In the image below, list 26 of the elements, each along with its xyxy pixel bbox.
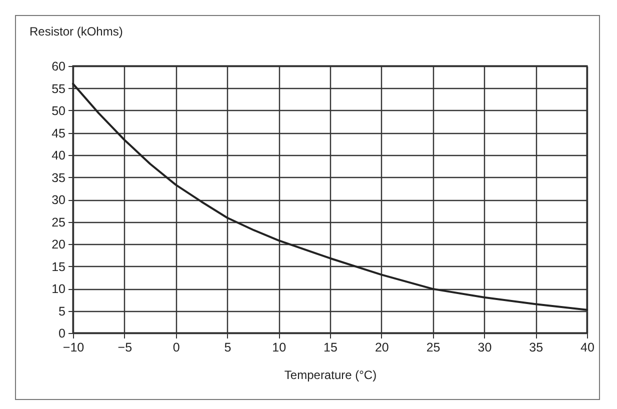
y-tick-label: 45 (52, 126, 66, 140)
y-tick-label: 5 (58, 304, 66, 318)
y-tick-label: 0 (58, 326, 66, 340)
x-tick-label: −10 (62, 340, 84, 354)
y-tick-label: 20 (52, 238, 66, 252)
y-tick-label: 50 (52, 104, 66, 118)
y-tick-label: 60 (52, 60, 66, 74)
x-tick-label: 0 (172, 340, 180, 354)
x-tick-label: 15 (324, 340, 338, 354)
y-tick-label: 55 (52, 82, 66, 96)
x-tick-label: 25 (426, 340, 440, 354)
x-axis-title: Temperature (°C) (284, 368, 377, 382)
y-tick-label: 40 (52, 148, 66, 162)
x-tick-label: −5 (118, 340, 132, 354)
x-tick-label: 5 (224, 340, 232, 354)
y-tick-label: 35 (52, 170, 66, 185)
y-tick-label: 25 (52, 215, 66, 230)
y-tick-label: 30 (52, 193, 66, 207)
x-tick-label: 10 (272, 340, 286, 354)
x-tick-label: 40 (580, 340, 594, 354)
x-tick-label: 35 (529, 340, 544, 354)
y-axis-title: Resistor (kOhms) (30, 24, 123, 38)
y-tick-label: 10 (52, 282, 66, 296)
x-tick-label: 20 (374, 340, 389, 354)
x-tick-label: 30 (478, 340, 492, 354)
y-tick-label: 15 (52, 260, 66, 274)
